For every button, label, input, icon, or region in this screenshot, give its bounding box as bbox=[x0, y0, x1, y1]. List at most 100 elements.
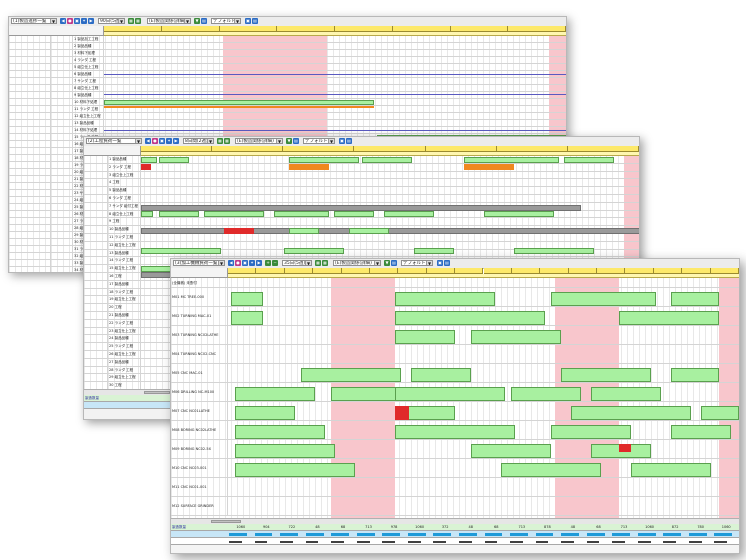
job-block[interactable] bbox=[395, 425, 515, 439]
forward-icon[interactable]: ▶ bbox=[256, 260, 262, 266]
settings-icon[interactable]: ✦ bbox=[81, 18, 87, 24]
table-row[interactable]: 4 ランダ 工程 bbox=[9, 57, 566, 64]
zoom-out-icon[interactable]: − bbox=[272, 260, 278, 266]
job-block[interactable] bbox=[551, 292, 656, 306]
task-bar[interactable] bbox=[141, 248, 221, 254]
view-select[interactable]: (2)工程負荷一覧 ▼ bbox=[86, 138, 142, 144]
job-block[interactable] bbox=[235, 444, 335, 458]
scrollbar-thumb[interactable] bbox=[211, 520, 241, 523]
table-row[interactable]: 12 組立仕上工程 bbox=[9, 113, 566, 120]
job-block[interactable] bbox=[551, 425, 631, 439]
grid-icon[interactable]: ▦ bbox=[315, 260, 321, 266]
task-bar[interactable] bbox=[414, 248, 454, 254]
overload-block[interactable] bbox=[619, 444, 631, 452]
grid-alt-icon[interactable]: ▦ bbox=[322, 260, 328, 266]
table-row[interactable]: M06 DRILLING NC-M100 bbox=[171, 383, 739, 402]
task-bar[interactable] bbox=[564, 157, 614, 163]
table-row[interactable]: 2 ランダ 工程 bbox=[84, 163, 639, 172]
job-block[interactable] bbox=[411, 368, 471, 382]
task-bar[interactable] bbox=[104, 100, 374, 105]
job-block[interactable] bbox=[561, 368, 651, 382]
job-block[interactable] bbox=[395, 330, 455, 344]
settings-icon[interactable]: ✦ bbox=[166, 138, 172, 144]
task-bar[interactable] bbox=[274, 211, 329, 217]
scrollbar-thumb[interactable] bbox=[144, 391, 170, 394]
task-bar[interactable] bbox=[384, 211, 434, 217]
refresh-icon[interactable]: ● bbox=[67, 18, 73, 24]
print-icon[interactable]: ▣ bbox=[242, 260, 248, 266]
range-select[interactable]: 90日(5週) ▼ bbox=[98, 18, 125, 24]
job-block[interactable] bbox=[619, 311, 719, 325]
overload-block[interactable] bbox=[395, 406, 409, 420]
job-block[interactable] bbox=[701, 406, 739, 420]
job-block[interactable] bbox=[395, 292, 495, 306]
table-row[interactable]: 7 サンダ 工程 bbox=[9, 78, 566, 85]
table-row[interactable]: M09 BORING NC02-5X bbox=[171, 440, 739, 459]
refresh-icon[interactable]: ● bbox=[235, 260, 241, 266]
task-bar[interactable] bbox=[141, 211, 153, 217]
job-block[interactable] bbox=[631, 463, 711, 477]
table-row[interactable]: 2 製品品種 bbox=[9, 43, 566, 50]
table-row[interactable]: M12 SURFACE GRINDER bbox=[171, 497, 739, 516]
job-block[interactable] bbox=[395, 311, 545, 325]
table-row[interactable]: 8 組立仕上工程 bbox=[84, 210, 639, 219]
job-block[interactable] bbox=[395, 387, 505, 401]
label-select[interactable]: デフォルト ▼ bbox=[401, 260, 433, 266]
filter-select[interactable]: (E)製造関係(詳細) ▼ bbox=[147, 18, 191, 24]
job-block[interactable] bbox=[235, 463, 355, 477]
job-block[interactable] bbox=[231, 311, 263, 325]
table-row[interactable]: M03 TURNING NC02LATHE bbox=[171, 326, 739, 345]
table-row[interactable]: M11 CNC NC01-001 bbox=[171, 478, 739, 497]
table-row[interactable]: 9 製品品種 bbox=[9, 92, 566, 99]
filter-icon[interactable]: ▼ bbox=[286, 138, 292, 144]
export-icon[interactable]: ▤ bbox=[346, 138, 352, 144]
filter-icon[interactable]: ▼ bbox=[384, 260, 390, 266]
print-icon[interactable]: ▣ bbox=[74, 18, 80, 24]
print-icon[interactable]: ▣ bbox=[159, 138, 165, 144]
table-row[interactable]: 14 材料下処理 bbox=[9, 127, 566, 134]
grid-icon[interactable]: ▦ bbox=[128, 18, 134, 24]
job-block[interactable] bbox=[511, 387, 581, 401]
task-bar[interactable] bbox=[349, 228, 389, 234]
table-row[interactable]: 5 組立仕上工程 bbox=[9, 64, 566, 71]
refresh-icon[interactable]: ● bbox=[152, 138, 158, 144]
table-row[interactable]: 1 製品加工工程 bbox=[9, 36, 566, 43]
table-row[interactable]: 6 ランダ 工程 bbox=[84, 195, 639, 203]
task-bar[interactable] bbox=[484, 211, 554, 217]
save-icon[interactable]: ▣ bbox=[245, 18, 251, 24]
task-bar[interactable] bbox=[362, 157, 412, 163]
table-row[interactable]: 13 製品品種 bbox=[84, 249, 639, 258]
sort-icon[interactable]: ▤ bbox=[391, 260, 397, 266]
settings-icon[interactable]: ✦ bbox=[249, 260, 255, 266]
save-icon[interactable]: ▣ bbox=[339, 138, 345, 144]
table-row[interactable]: M02 TURNING MAC-01 bbox=[171, 307, 739, 326]
view-select[interactable]: (3)加工機械負荷一覧 ▼ bbox=[173, 260, 225, 266]
view-select[interactable]: (1)製造進捗一覧 ▼ bbox=[11, 18, 57, 24]
task-bar[interactable] bbox=[141, 205, 581, 211]
filter-select[interactable]: (E)製造関係(詳細) ▼ bbox=[333, 260, 381, 266]
job-block[interactable] bbox=[591, 387, 661, 401]
job-block[interactable] bbox=[571, 406, 691, 420]
task-bar[interactable] bbox=[289, 157, 359, 163]
task-bar[interactable] bbox=[141, 157, 157, 163]
task-bar[interactable] bbox=[141, 164, 151, 170]
table-row[interactable]: 1 製品品種 bbox=[84, 156, 639, 164]
table-row[interactable]: 6 製品品種 bbox=[9, 71, 566, 78]
table-row[interactable]: (全機械) 未割付 bbox=[171, 278, 739, 288]
forward-icon[interactable]: ▶ bbox=[173, 138, 179, 144]
table-row[interactable]: 11 ランダ 工程 bbox=[84, 234, 639, 242]
export-icon[interactable]: ▤ bbox=[444, 260, 450, 266]
sort-icon[interactable]: ▤ bbox=[293, 138, 299, 144]
task-bar[interactable] bbox=[289, 228, 319, 234]
table-row[interactable]: M05 CNC MAC-01 bbox=[171, 364, 739, 383]
range-select[interactable]: 8日間(2週) ▼ bbox=[183, 138, 214, 144]
export-icon[interactable]: ▤ bbox=[252, 18, 258, 24]
job-block[interactable] bbox=[671, 368, 719, 382]
table-row[interactable]: 4 工程 bbox=[84, 179, 639, 188]
table-row[interactable]: M07 CNC NC01LATHE bbox=[171, 402, 739, 421]
job-block[interactable] bbox=[471, 444, 551, 458]
task-bar[interactable] bbox=[514, 248, 594, 254]
task-bar[interactable] bbox=[464, 157, 559, 163]
table-row[interactable]: 3 材料下処理 bbox=[9, 50, 566, 57]
filter-select[interactable]: (E)製造関係(詳細) ▼ bbox=[235, 138, 283, 144]
